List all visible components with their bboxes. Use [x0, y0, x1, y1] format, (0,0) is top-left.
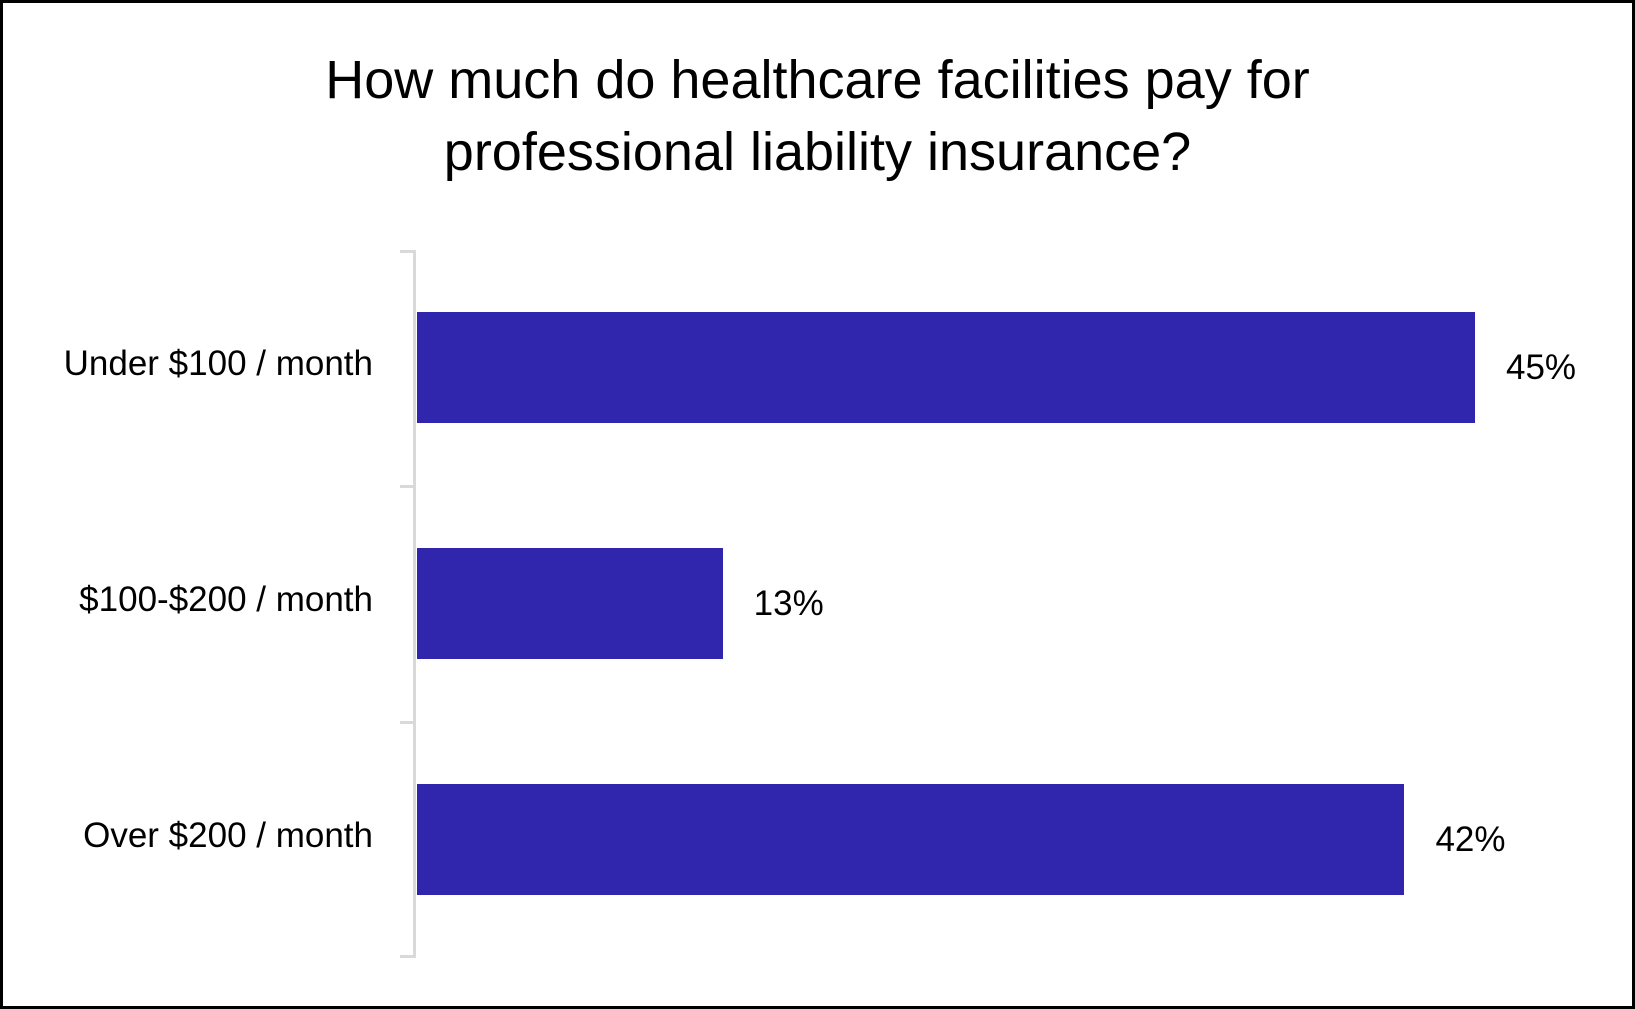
bar [417, 548, 723, 659]
chart-title-line-1: How much do healthcare facilities pay fo… [325, 50, 1310, 110]
axis-tick [400, 485, 416, 488]
value-label: 42% [1435, 820, 1506, 859]
category-axis-line [413, 250, 416, 958]
category-label: $100-$200 / month [79, 580, 373, 619]
bar [417, 312, 1475, 423]
category-label: Over $200 / month [83, 816, 373, 855]
value-label: 13% [753, 584, 824, 623]
axis-tick [400, 721, 416, 724]
chart-title: How much do healthcare facilities pay fo… [0, 44, 1635, 188]
chart-title-line-2: professional liability insurance? [443, 122, 1192, 182]
axis-tick [400, 955, 416, 958]
axis-tick [400, 250, 416, 253]
category-label: Under $100 / month [63, 344, 373, 383]
bar [417, 784, 1405, 895]
value-label: 45% [1506, 348, 1577, 387]
